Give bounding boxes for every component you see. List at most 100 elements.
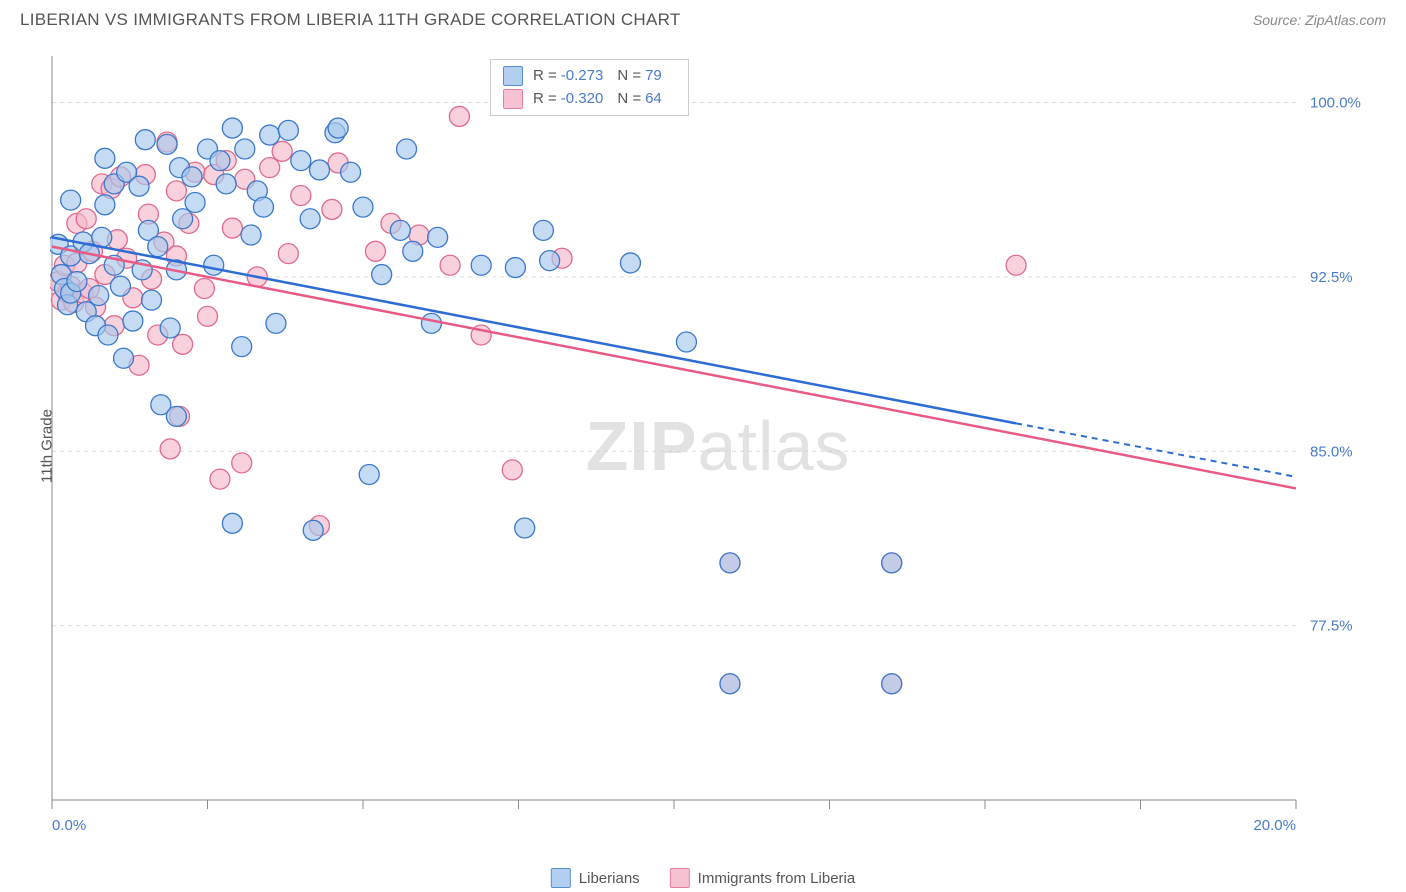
scatter-point-blue	[166, 406, 186, 426]
scatter-point-blue	[185, 192, 205, 212]
legend-label: Liberians	[579, 870, 640, 887]
scatter-point-pink	[210, 469, 230, 489]
scatter-point-blue	[61, 190, 81, 210]
scatter-point-blue	[428, 227, 448, 247]
scatter-plot-svg: 100.0%92.5%85.0%77.5%0.0%20.0%ZIPatlas	[50, 50, 1386, 842]
scatter-point-blue	[328, 118, 348, 138]
x-tick-label: 20.0%	[1253, 817, 1296, 834]
legend-item-liberians: Liberians	[551, 868, 640, 888]
scatter-point-pink	[440, 255, 460, 275]
scatter-point-blue	[341, 162, 361, 182]
scatter-point-blue	[882, 674, 902, 694]
scatter-point-blue	[114, 348, 134, 368]
scatter-point-blue	[359, 465, 379, 485]
scatter-point-pink	[160, 439, 180, 459]
regression-line-blue	[52, 237, 1016, 423]
scatter-point-blue	[533, 220, 553, 240]
legend-item-immigrants: Immigrants from Liberia	[670, 868, 856, 888]
scatter-point-blue	[235, 139, 255, 159]
scatter-point-blue	[241, 225, 261, 245]
scatter-point-blue	[260, 125, 280, 145]
scatter-point-blue	[173, 209, 193, 229]
scatter-point-blue	[353, 197, 373, 217]
scatter-point-blue	[210, 151, 230, 171]
scatter-point-blue	[540, 251, 560, 271]
y-tick-label: 77.5%	[1310, 618, 1353, 635]
scatter-point-blue	[98, 325, 118, 345]
scatter-point-pink	[365, 241, 385, 261]
scatter-point-pink	[194, 279, 214, 299]
scatter-point-blue	[515, 518, 535, 538]
scatter-point-blue	[222, 118, 242, 138]
scatter-point-pink	[198, 306, 218, 326]
scatter-point-pink	[449, 106, 469, 126]
scatter-point-blue	[142, 290, 162, 310]
scatter-point-blue	[390, 220, 410, 240]
scatter-point-blue	[303, 520, 323, 540]
scatter-point-blue	[216, 174, 236, 194]
scatter-point-blue	[372, 265, 392, 285]
scatter-point-blue	[720, 553, 740, 573]
scatter-point-blue	[397, 139, 417, 159]
scatter-point-blue	[253, 197, 273, 217]
scatter-point-blue	[620, 253, 640, 273]
swatch-pink-icon	[670, 868, 690, 888]
scatter-point-blue	[421, 313, 441, 333]
swatch-blue-icon	[551, 868, 571, 888]
stat-r-label: R =-0.273N =79	[533, 65, 676, 88]
scatter-point-blue	[160, 318, 180, 338]
scatter-point-blue	[291, 151, 311, 171]
watermark: ZIPatlas	[586, 407, 851, 485]
y-tick-label: 100.0%	[1310, 95, 1361, 112]
source-attribution: Source: ZipAtlas.com	[1253, 12, 1386, 28]
scatter-point-blue	[123, 311, 143, 331]
scatter-point-blue	[505, 258, 525, 278]
scatter-point-blue	[232, 337, 252, 357]
legend-row-pink: R =-0.320N =64	[503, 88, 676, 111]
swatch-pink-icon	[503, 89, 523, 109]
scatter-point-blue	[67, 272, 87, 292]
scatter-point-blue	[135, 130, 155, 150]
swatch-blue-icon	[503, 66, 523, 86]
x-tick-label: 0.0%	[52, 817, 86, 834]
scatter-point-blue	[95, 195, 115, 215]
scatter-point-blue	[403, 241, 423, 261]
scatter-point-pink	[291, 186, 311, 206]
scatter-point-blue	[89, 285, 109, 305]
scatter-point-blue	[882, 553, 902, 573]
scatter-point-blue	[309, 160, 329, 180]
scatter-point-blue	[157, 134, 177, 154]
chart-title: LIBERIAN VS IMMIGRANTS FROM LIBERIA 11TH…	[20, 10, 681, 30]
scatter-point-blue	[182, 167, 202, 187]
scatter-point-blue	[300, 209, 320, 229]
correlation-legend: R =-0.273N =79 R =-0.320N =64	[490, 59, 689, 116]
scatter-point-blue	[266, 313, 286, 333]
scatter-point-blue	[95, 148, 115, 168]
scatter-point-blue	[720, 674, 740, 694]
scatter-point-blue	[676, 332, 696, 352]
stat-r-label: R =-0.320N =64	[533, 88, 676, 111]
legend-row-blue: R =-0.273N =79	[503, 65, 676, 88]
scatter-point-blue	[148, 237, 168, 257]
scatter-point-pink	[278, 244, 298, 264]
y-tick-label: 92.5%	[1310, 269, 1353, 286]
scatter-point-blue	[222, 513, 242, 533]
scatter-point-pink	[260, 158, 280, 178]
scatter-point-pink	[1006, 255, 1026, 275]
scatter-point-pink	[502, 460, 522, 480]
chart-header: LIBERIAN VS IMMIGRANTS FROM LIBERIA 11TH…	[0, 0, 1406, 34]
legend-label: Immigrants from Liberia	[698, 870, 856, 887]
series-legend: Liberians Immigrants from Liberia	[551, 868, 855, 888]
scatter-point-pink	[272, 141, 292, 161]
scatter-point-blue	[471, 255, 491, 275]
regression-line-blue-extrap	[1016, 423, 1296, 476]
scatter-point-pink	[166, 181, 186, 201]
scatter-point-pink	[222, 218, 242, 238]
scatter-point-blue	[204, 255, 224, 275]
scatter-point-pink	[232, 453, 252, 473]
scatter-point-pink	[76, 209, 96, 229]
scatter-point-blue	[278, 120, 298, 140]
scatter-point-blue	[129, 176, 149, 196]
scatter-point-pink	[322, 199, 342, 219]
scatter-point-blue	[110, 276, 130, 296]
